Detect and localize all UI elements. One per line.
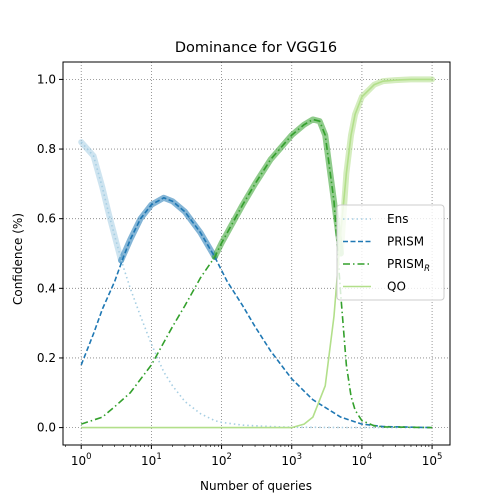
axis-ticks: 100 101 102 103 104 105 0.0 0.2 0.4 0.6 0.8 1.0 bbox=[37, 72, 443, 468]
legend-box bbox=[336, 204, 445, 301]
x-tick-label: 100 bbox=[71, 452, 92, 468]
legend-label: QO bbox=[387, 280, 406, 294]
x-tick-label: 102 bbox=[211, 452, 232, 468]
legend-label: Ens bbox=[387, 212, 408, 226]
series-line-prism-r bbox=[80, 118, 433, 429]
legend-label: PRISM bbox=[387, 235, 424, 249]
y-tick-label: 0.6 bbox=[37, 212, 56, 226]
x-tick-label: 105 bbox=[422, 452, 443, 468]
y-axis-title: Confidence (%) bbox=[11, 213, 25, 305]
y-tick-label: 0.8 bbox=[37, 142, 56, 156]
grid bbox=[63, 62, 450, 445]
y-tick-label: 0.2 bbox=[37, 351, 56, 365]
legend: Ens PRISM PRISMR QO bbox=[336, 204, 445, 301]
series-line-ens bbox=[80, 141, 433, 429]
series-line-qo bbox=[81, 78, 433, 429]
x-tick-label: 104 bbox=[352, 452, 373, 468]
envelope-segment bbox=[78, 139, 125, 264]
x-tick-label: 101 bbox=[141, 452, 162, 468]
series-line-prism bbox=[80, 196, 433, 429]
legend-label: PRISMR bbox=[387, 257, 430, 274]
y-tick-label: 0.0 bbox=[37, 421, 56, 435]
y-tick-label: 1.0 bbox=[37, 72, 56, 86]
x-axis-title: Number of queries bbox=[200, 479, 312, 493]
x-tick-label: 103 bbox=[281, 452, 302, 468]
series-lines bbox=[80, 78, 433, 429]
chart-title: Dominance for VGG16 bbox=[175, 40, 337, 56]
plot-frame bbox=[62, 61, 451, 446]
y-tick-label: 0.4 bbox=[37, 281, 56, 295]
